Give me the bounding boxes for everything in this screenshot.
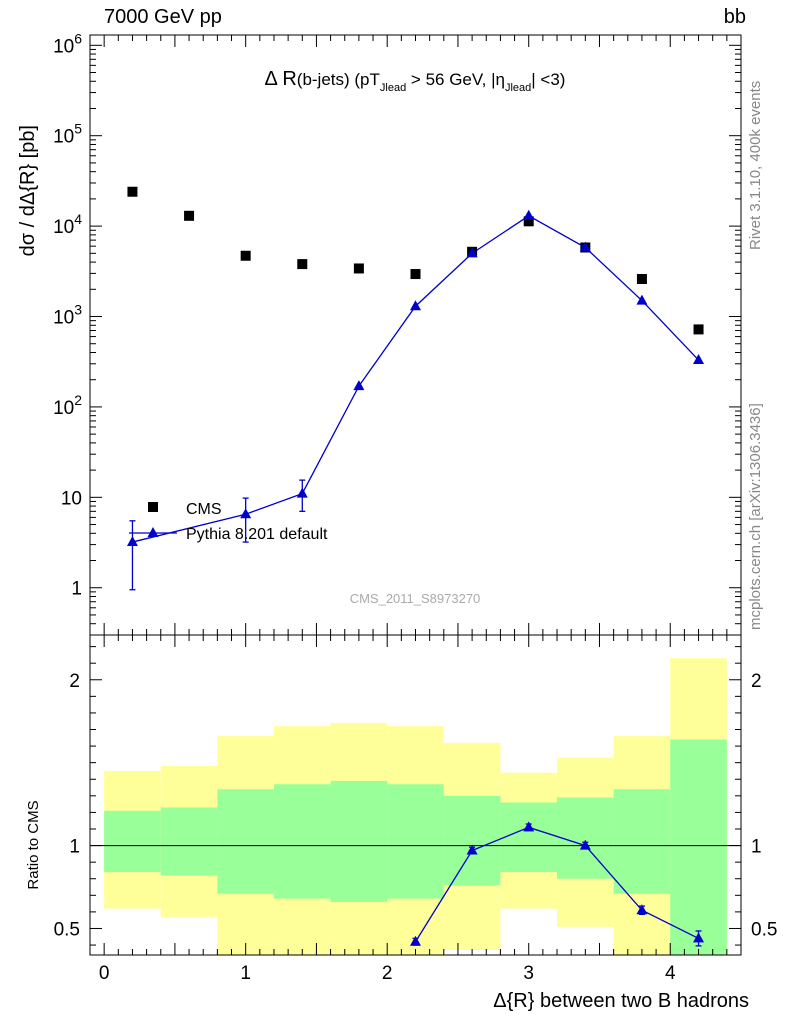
x-axis-label: Δ{R} between two B hadrons <box>493 990 749 1012</box>
legend-cms-marker <box>148 502 158 512</box>
pythia-data-point <box>353 380 365 391</box>
cms-data-point <box>297 259 308 270</box>
uncertainty-band-green <box>443 795 501 886</box>
x-tick-label: 2 <box>382 963 393 984</box>
ratio-data-point <box>636 904 648 915</box>
ratio-data-point <box>466 844 478 855</box>
uncertainty-band-green <box>160 807 218 876</box>
ratio-y-tick-label: 1 <box>69 837 80 858</box>
main-frame <box>89 34 742 636</box>
ratio-data-point <box>523 821 535 832</box>
watermark: CMS_2011_S8973270 <box>350 591 481 606</box>
pythia-data-point <box>636 294 648 305</box>
x-tick-label: 3 <box>523 963 534 984</box>
pythia-data-point <box>410 300 421 311</box>
ratio-data-point <box>579 839 591 850</box>
ratio-panel: 0.5 0.5 1 1 2 2 0 1 2 3 4 Ratio to CMS Δ{R} between … <box>25 634 777 1012</box>
ratio-y-axis-label: Ratio to CMS <box>25 800 42 889</box>
ratio-data-point <box>693 932 705 943</box>
ratio-y-tick-label-right: 2 <box>751 671 762 692</box>
y-tick-label: 106 <box>53 30 82 57</box>
y-tick-label: 1 <box>71 579 82 600</box>
pythia-data-point <box>693 354 705 365</box>
legend-pythia-label: Pythia 8.201 default <box>186 526 328 543</box>
uncertainty-band-green <box>500 802 558 873</box>
cms-data-point <box>240 250 251 261</box>
y-tick-label: 10 <box>61 488 82 509</box>
pythia-data-point <box>296 487 308 498</box>
main-panel: 1 10 102 103 104 105 106 Δ R(b-jets) (pTJlead >… <box>17 30 742 636</box>
ratio-y-tick-label-right: 0.5 <box>751 919 777 940</box>
ratio-y-tick-label: 2 <box>69 671 80 692</box>
uncertainty-band-green <box>387 784 444 899</box>
uncertainty-band-green <box>104 810 161 873</box>
cms-data-point <box>410 269 421 280</box>
energy-label: 7000 GeV pp <box>104 6 222 28</box>
cms-data-point <box>636 273 647 284</box>
uncertainty-band-green <box>217 789 274 894</box>
cms-data-point <box>693 324 704 335</box>
ratio-pythia-line <box>414 826 699 943</box>
y-tick-label: 104 <box>53 211 82 238</box>
cms-data-point <box>127 186 138 197</box>
pythia-data-point <box>126 536 138 547</box>
legend-pythia-marker <box>147 527 159 537</box>
legend-cms-label: CMS <box>186 501 222 518</box>
chart-title: Δ R(b-jets) (pTJlead > 56 GeV, |ηJlead| … <box>265 68 566 94</box>
uncertainty-band-green <box>670 739 727 955</box>
cms-data-point <box>523 216 534 227</box>
pythia-data-point <box>466 247 478 258</box>
y-tick-label: 105 <box>53 121 82 148</box>
y-tick-label: 102 <box>53 392 82 419</box>
x-tick-label: 1 <box>240 963 251 984</box>
uncertainty-band-green <box>613 789 671 894</box>
uncertainty-band-green <box>330 780 388 902</box>
pythia-line <box>132 215 700 543</box>
y-axis-label: dσ / dΔ{R} [pb] <box>17 125 39 256</box>
uncertainty-band-green <box>557 797 614 879</box>
x-tick-label: 4 <box>665 963 676 984</box>
cms-data-point <box>184 210 195 221</box>
pythia-data-point <box>579 241 591 252</box>
y-tick-label: 103 <box>53 302 82 329</box>
process-label: bb <box>723 6 746 28</box>
ratio-y-tick-label: 0.5 <box>54 919 80 940</box>
ratio-data-point <box>410 935 421 946</box>
pythia-data-point <box>240 508 252 519</box>
pythia-data-point <box>523 209 535 220</box>
uncertainty-band-green <box>273 784 331 899</box>
ratio-y-tick-label-right: 1 <box>751 837 762 858</box>
cms-data-point <box>353 263 364 274</box>
x-tick-label: 0 <box>99 963 110 984</box>
